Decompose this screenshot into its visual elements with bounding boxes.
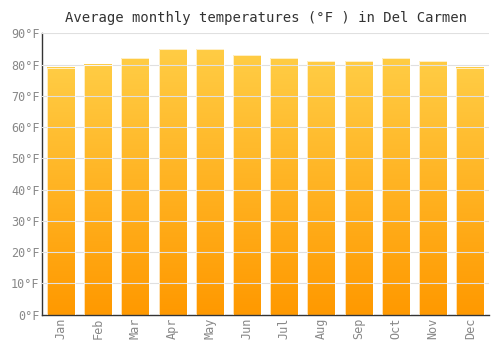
Bar (419, 61, 447, 315)
Bar (233, 55, 261, 315)
Bar (158, 49, 186, 315)
Title: Average monthly temperatures (°F ) in Del Carmen: Average monthly temperatures (°F ) in De… (64, 11, 466, 25)
Bar (344, 61, 372, 315)
Bar (382, 58, 410, 315)
Bar (270, 58, 298, 315)
Bar (308, 61, 336, 315)
Bar (196, 49, 224, 315)
Bar (456, 68, 484, 315)
Bar (84, 64, 112, 315)
Bar (122, 58, 150, 315)
Bar (47, 68, 75, 315)
